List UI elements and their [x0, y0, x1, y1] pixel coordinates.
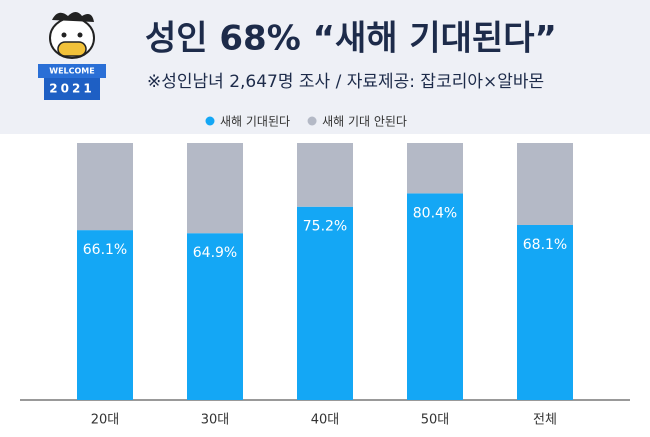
x-tick-label: 전체 — [533, 413, 557, 428]
badge-line1: WELCOME — [49, 67, 94, 76]
legend-marker — [307, 116, 317, 126]
value-label: 75.2% — [303, 219, 347, 235]
legend-label: 새해 기대된다 — [220, 115, 290, 129]
x-tick-label: 50대 — [421, 413, 450, 428]
value-label: 80.4% — [413, 205, 457, 221]
bar-segment — [187, 233, 243, 400]
legend-marker — [205, 116, 215, 126]
bar-segment — [77, 143, 133, 231]
bar-segment — [297, 206, 353, 400]
bar-segment — [407, 143, 463, 194]
x-tick-label: 30대 — [201, 413, 230, 428]
bar-segment — [407, 193, 463, 400]
x-tick-label: 20대 — [91, 413, 120, 428]
chart-title: 성인 68% “새해 기대된다” — [145, 19, 557, 59]
badge: WELCOME 2021 — [38, 12, 106, 100]
value-label: 68.1% — [523, 237, 567, 253]
chart-subtitle: ※성인남녀 2,647명 조사 / 자료제공: 잡코리아×알바몬 — [147, 72, 544, 92]
value-label: 66.1% — [83, 242, 127, 258]
legend-label: 새해 기대 안된다 — [322, 115, 407, 129]
x-tick-label: 40대 — [311, 413, 340, 428]
bar-segment — [77, 230, 133, 400]
bar-segment — [187, 143, 243, 234]
bar-segment — [297, 143, 353, 207]
badge-line2: 2021 — [49, 82, 94, 96]
bar-segment — [517, 224, 573, 400]
bar-segment — [517, 143, 573, 225]
value-label: 64.9% — [193, 245, 237, 261]
